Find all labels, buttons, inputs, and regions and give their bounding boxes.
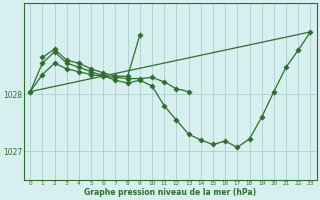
X-axis label: Graphe pression niveau de la mer (hPa): Graphe pression niveau de la mer (hPa) [84, 188, 256, 197]
